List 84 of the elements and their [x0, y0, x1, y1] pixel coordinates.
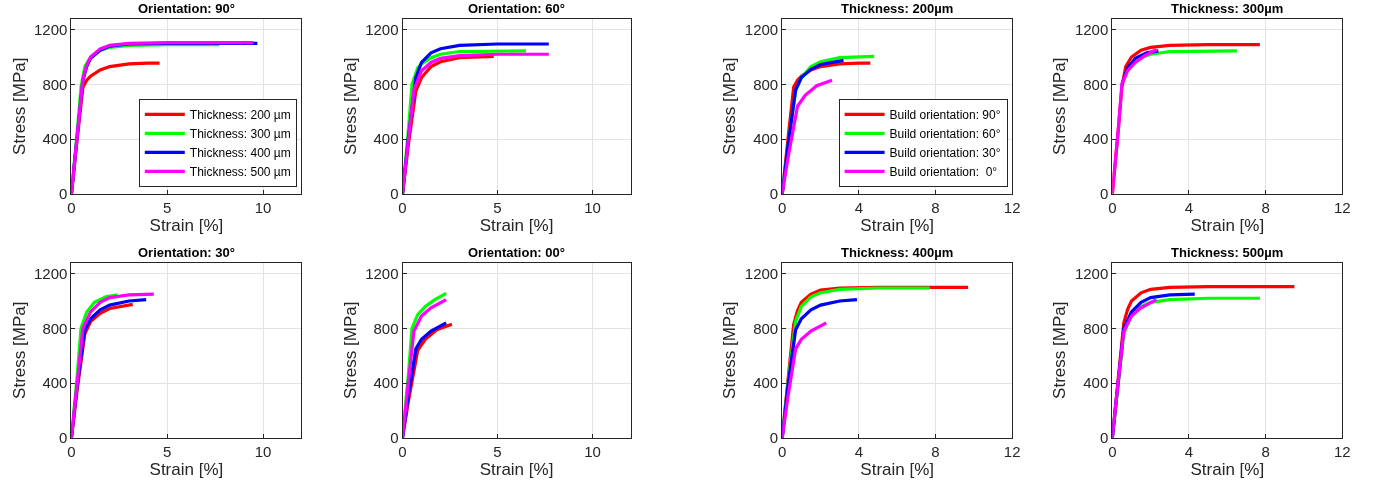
y-axis-title: Stress [MPa]: [1050, 57, 1070, 155]
chart-title: Thickness: 400µm: [841, 245, 954, 260]
y-axis-title: Stress [MPa]: [720, 57, 740, 155]
y-tick-label: 400: [1083, 374, 1109, 392]
y-axis-title: Stress [MPa]: [720, 301, 740, 399]
y-tick-label: 1200: [365, 20, 399, 38]
x-axis-title: Strain [%]: [860, 460, 935, 480]
x-tick-label: 4: [854, 442, 864, 460]
chart-title: Orientation: 60°: [468, 1, 565, 16]
y-tick-label: 400: [42, 130, 68, 148]
y-tick-label: 800: [753, 319, 779, 337]
legend-label: Build orientation: 90°: [889, 107, 1001, 122]
x-tick-label: 10: [584, 198, 601, 216]
x-axis-title: Strain [%]: [149, 460, 224, 480]
y-tick-label: 800: [42, 75, 68, 93]
y-tick-label: 800: [1083, 319, 1109, 337]
legend-label: Build orientation: 0°: [889, 164, 998, 179]
y-tick-label: 0: [769, 185, 779, 203]
x-axis-title: Strain [%]: [1190, 216, 1265, 236]
y-tick-label: 800: [1083, 75, 1109, 93]
legend-label: Build orientation: 30°: [889, 145, 1001, 160]
x-tick-label: 10: [584, 442, 601, 460]
x-tick-label: 10: [254, 442, 272, 460]
x-axis-title: Strain [%]: [479, 460, 554, 480]
x-tick-label: 5: [493, 198, 502, 216]
x-tick-label: 4: [854, 198, 864, 216]
legend-label: Thickness: 500 µm: [189, 164, 291, 179]
x-axis-title: Strain [%]: [860, 216, 935, 236]
y-axis-title: Stress [MPa]: [9, 57, 29, 155]
chart-title: Orientation: 30°: [138, 245, 235, 260]
y-tick-label: 400: [42, 374, 68, 392]
y-axis-title: Stress [MPa]: [1050, 301, 1070, 399]
x-tick-label: 5: [163, 198, 172, 216]
y-axis-title: Stress [MPa]: [340, 57, 360, 155]
x-axis-title: Strain [%]: [149, 216, 224, 236]
x-axis-title: Strain [%]: [1190, 460, 1265, 480]
y-tick-label: 400: [373, 374, 399, 392]
y-tick-label: 0: [390, 185, 399, 203]
x-tick-label: 8: [931, 442, 940, 460]
chart-title: Thickness: 200µm: [841, 1, 954, 16]
x-tick-label: 5: [493, 442, 502, 460]
y-tick-label: 800: [753, 75, 779, 93]
chart-title: Orientation: 90°: [138, 1, 235, 16]
chart-title: Thickness: 300µm: [1171, 1, 1284, 16]
y-tick-label: 0: [1099, 185, 1109, 203]
y-tick-label: 0: [769, 429, 779, 447]
x-tick-label: 12: [1333, 442, 1351, 460]
y-tick-label: 0: [1099, 429, 1109, 447]
legend-label: Thickness: 200 µm: [189, 107, 291, 122]
y-tick-label: 1200: [34, 264, 68, 282]
x-tick-label: 8: [1261, 198, 1270, 216]
y-axis-title: Stress [MPa]: [340, 301, 360, 399]
y-tick-label: 800: [373, 75, 399, 93]
x-tick-label: 8: [1261, 442, 1270, 460]
x-tick-label: 10: [254, 198, 272, 216]
chart-title: Orientation: 00°: [468, 245, 565, 260]
y-tick-label: 1200: [744, 264, 779, 282]
y-tick-label: 0: [59, 429, 68, 447]
y-tick-label: 400: [1083, 130, 1109, 148]
x-tick-label: 12: [1333, 198, 1351, 216]
x-tick-label: 4: [1184, 198, 1194, 216]
y-tick-label: 1200: [1074, 20, 1109, 38]
y-tick-label: 400: [753, 374, 779, 392]
y-tick-label: 800: [373, 319, 399, 337]
x-tick-label: 12: [1003, 442, 1021, 460]
x-tick-label: 4: [1184, 442, 1194, 460]
y-tick-label: 1200: [744, 20, 779, 38]
x-tick-label: 12: [1003, 198, 1021, 216]
x-tick-label: 5: [163, 442, 172, 460]
y-tick-label: 800: [42, 319, 68, 337]
y-tick-label: 400: [753, 130, 779, 148]
legend-label: Thickness: 400 µm: [189, 145, 291, 160]
y-tick-label: 1200: [1074, 264, 1109, 282]
y-tick-label: 1200: [365, 264, 399, 282]
y-tick-label: 400: [373, 130, 399, 148]
y-axis-title: Stress [MPa]: [9, 301, 29, 399]
y-tick-label: 0: [390, 429, 399, 447]
legend-label: Build orientation: 60°: [889, 126, 1001, 141]
y-tick-label: 0: [59, 185, 68, 203]
chart-title: Thickness: 500µm: [1171, 245, 1284, 260]
y-tick-label: 1200: [34, 20, 68, 38]
x-tick-label: 8: [931, 198, 940, 216]
legend-label: Thickness: 300 µm: [189, 126, 291, 141]
x-axis-title: Strain [%]: [479, 216, 554, 236]
